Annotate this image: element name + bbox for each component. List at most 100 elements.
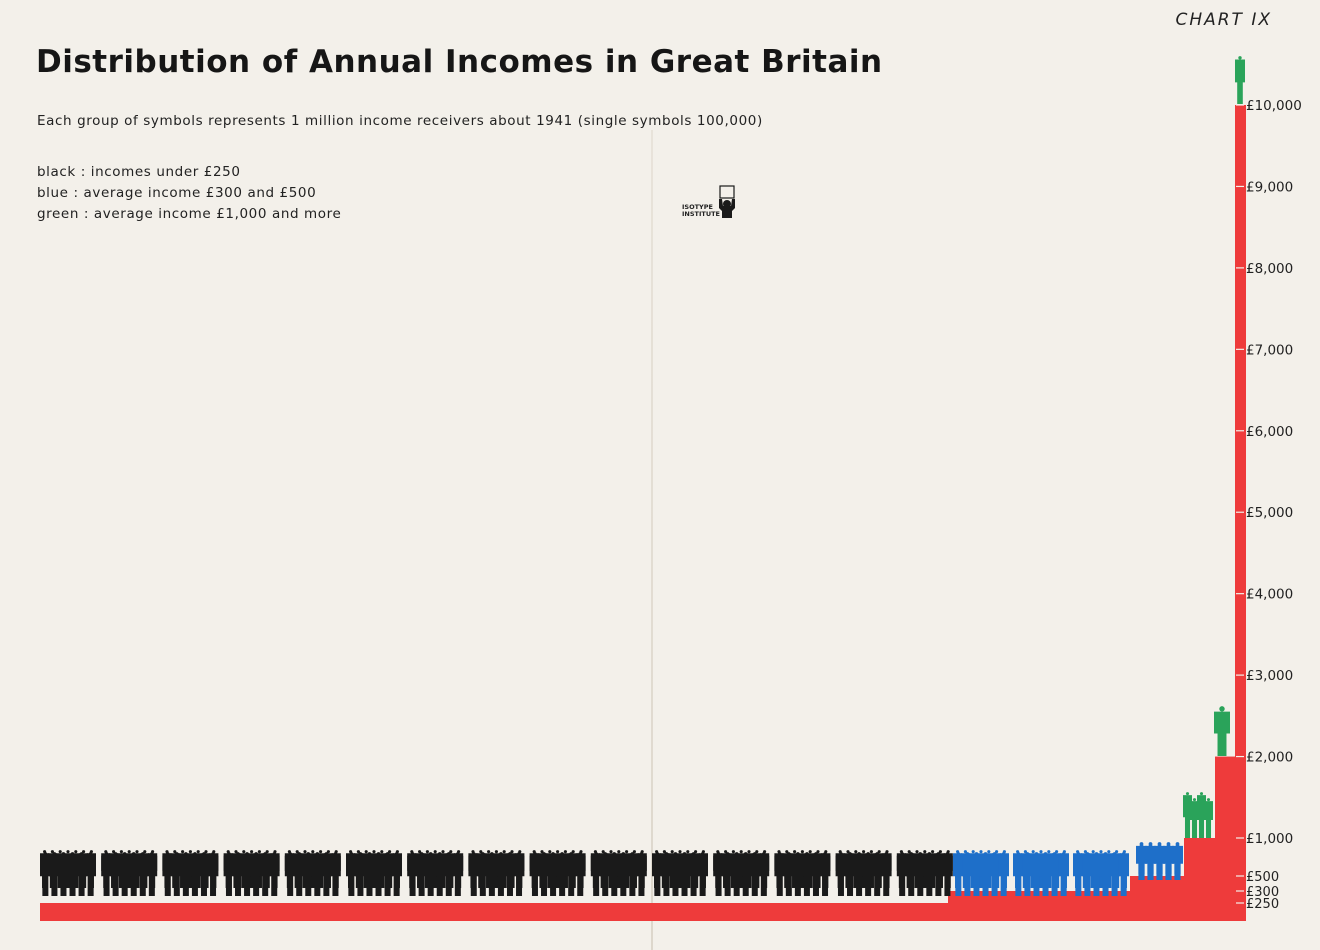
blue-symbol-group-300-2-figure <box>1022 852 1033 896</box>
black-symbol-group-5-figure <box>311 852 323 896</box>
blue-symbol-group-300-1-figure <box>971 852 982 896</box>
black-symbol-group-14-figure <box>844 852 856 896</box>
black-symbol-group-2-figure <box>128 852 140 896</box>
black-symbol-group-10-figure <box>599 852 611 896</box>
income-step-250 <box>40 903 948 921</box>
black-symbol-group-8-figure <box>495 852 507 896</box>
black-symbol-group-5-figure <box>284 852 296 896</box>
black-symbol-group-11-figure <box>661 852 672 896</box>
isotype-logo: ISOTYPE INSTITUTE <box>682 184 742 224</box>
black-symbol-group-3-figure <box>189 852 201 896</box>
black-symbol-group-11-figure <box>679 852 690 896</box>
black-symbol-group-13-figure <box>801 852 813 896</box>
green-symbol-1000-figure <box>1204 798 1213 838</box>
tick-label-10000: £10,000 <box>1246 98 1302 114</box>
green-symbol-2000 <box>1214 706 1230 756</box>
blue-symbol-group-300-2-figure <box>1058 852 1069 896</box>
black-symbol-group-1-figure <box>49 852 60 896</box>
green-symbol-1000-figure <box>1183 792 1192 838</box>
black-symbol-group-1-figure <box>58 852 69 896</box>
blue-symbol-group-300-3-figure <box>1073 852 1084 896</box>
blue-symbol-group-300-1-figure <box>962 852 973 896</box>
black-symbol-group-4-figure <box>268 852 280 896</box>
black-symbol-group-8-figure <box>486 852 498 896</box>
blue-symbol-group-300-1-figure <box>953 852 964 896</box>
black-symbol-group-4-figure <box>223 852 235 896</box>
black-symbol-group-9-figure <box>565 852 577 896</box>
black-symbol-group-13-figure <box>792 852 804 896</box>
black-symbol-group-7-figure <box>407 852 418 896</box>
tick-label-500: £500 <box>1246 870 1279 885</box>
black-symbol-group-12-figure <box>758 852 770 896</box>
black-symbol-group-8-figure <box>513 852 525 896</box>
tick-label-2000: £2,000 <box>1246 750 1293 766</box>
black-symbol-group-11-figure <box>670 852 681 896</box>
black-symbol-group-13-figure <box>774 852 786 896</box>
black-symbol-group-6-figure <box>373 852 384 896</box>
black-symbol-group-13-figure <box>783 852 795 896</box>
black-symbol-group-15-figure <box>905 852 917 896</box>
tick-label-250: £250 <box>1246 897 1279 912</box>
black-symbol-group-15-figure <box>933 852 944 896</box>
black-symbol-group-13-figure <box>810 852 822 896</box>
black-symbol-group-14-figure <box>853 852 865 896</box>
black-symbol-group-3-figure <box>162 852 174 896</box>
black-symbol-group-6-figure <box>391 852 402 896</box>
black-symbol-group-7-figure <box>443 852 455 896</box>
blue-symbol-group-300-2-figure <box>1013 852 1024 896</box>
black-symbol-group-10-figure <box>636 852 647 896</box>
black-symbol-group-14-figure <box>871 852 883 896</box>
income-step-1000 <box>1184 838 1215 921</box>
blue-symbol-group-300-2-figure <box>1040 852 1051 896</box>
black-symbol-group-2-figure <box>137 852 149 896</box>
blue-symbol-group-300-1-figure <box>998 852 1009 896</box>
black-symbol-group-12-figure <box>731 852 743 896</box>
income-step-10000 <box>1235 105 1246 921</box>
tick-label-1000: £1,000 <box>1246 831 1293 847</box>
black-symbol-group-9-figure <box>556 852 568 896</box>
black-symbol-group-3-figure <box>207 852 219 896</box>
legend: black : incomes under £250 blue : averag… <box>37 162 341 225</box>
black-symbol-group-10-figure <box>617 852 629 896</box>
blue-symbol-group-500-figure <box>1145 842 1156 874</box>
black-symbol-group-11-figure <box>688 852 699 896</box>
legend-green: green : average income £1,000 and more <box>37 206 342 222</box>
black-symbol-group-6-figure <box>346 852 357 896</box>
black-symbol-group-14-figure <box>880 852 892 896</box>
black-symbol-group-2-figure <box>146 852 158 896</box>
black-symbol-group-1-figure <box>85 852 96 896</box>
blue-symbol-group-500-figure <box>1136 842 1147 874</box>
black-symbol-group-6-figure <box>355 852 366 896</box>
blue-symbol-group-300-2-figure <box>1049 852 1060 896</box>
black-symbol-group-14-figure <box>835 852 847 896</box>
legend-black: black : incomes under £250 <box>37 164 241 180</box>
logo-line1: ISOTYPE <box>682 203 713 211</box>
blue-symbol-group-300-3-figure <box>1118 852 1129 896</box>
binding-stitch <box>651 130 653 950</box>
black-symbol-group-2-figure <box>101 852 112 896</box>
blue-symbol-group-300-2-figure <box>1031 852 1042 896</box>
black-symbol-group-8-figure <box>504 852 516 896</box>
logo-line2: INSTITUTE <box>682 210 720 218</box>
black-symbol-group-7-figure <box>425 852 437 896</box>
blue-symbol-group-300-3-figure <box>1091 852 1102 896</box>
tick-label-300: £300 <box>1246 885 1279 900</box>
green-symbol-1000-figure <box>1197 792 1206 838</box>
tick-label-6000: £6,000 <box>1246 424 1293 440</box>
tick-label-8000: £8,000 <box>1246 261 1293 277</box>
black-symbol-group-12-figure <box>749 852 761 896</box>
black-symbol-group-14-figure <box>862 852 874 896</box>
tick-label-9000: £9,000 <box>1246 179 1293 195</box>
page-title: Distribution of Annual Incomes in Great … <box>36 44 883 80</box>
black-symbol-group-10-figure <box>608 852 620 896</box>
black-symbol-group-5-figure <box>321 852 332 896</box>
blue-symbol-group-300-3-figure <box>1109 852 1120 896</box>
black-symbol-group-3-figure <box>198 852 210 896</box>
black-symbol-group-3-figure <box>180 852 192 896</box>
black-symbol-group-12-figure <box>713 852 724 896</box>
blue-symbol-group-500-figure <box>1172 842 1183 874</box>
step-line-300 <box>948 897 1246 899</box>
green-symbol-10000 <box>1235 56 1245 104</box>
blue-symbol-group-500-figure <box>1154 842 1165 874</box>
blue-symbol-group-300-1-figure <box>989 852 1000 896</box>
